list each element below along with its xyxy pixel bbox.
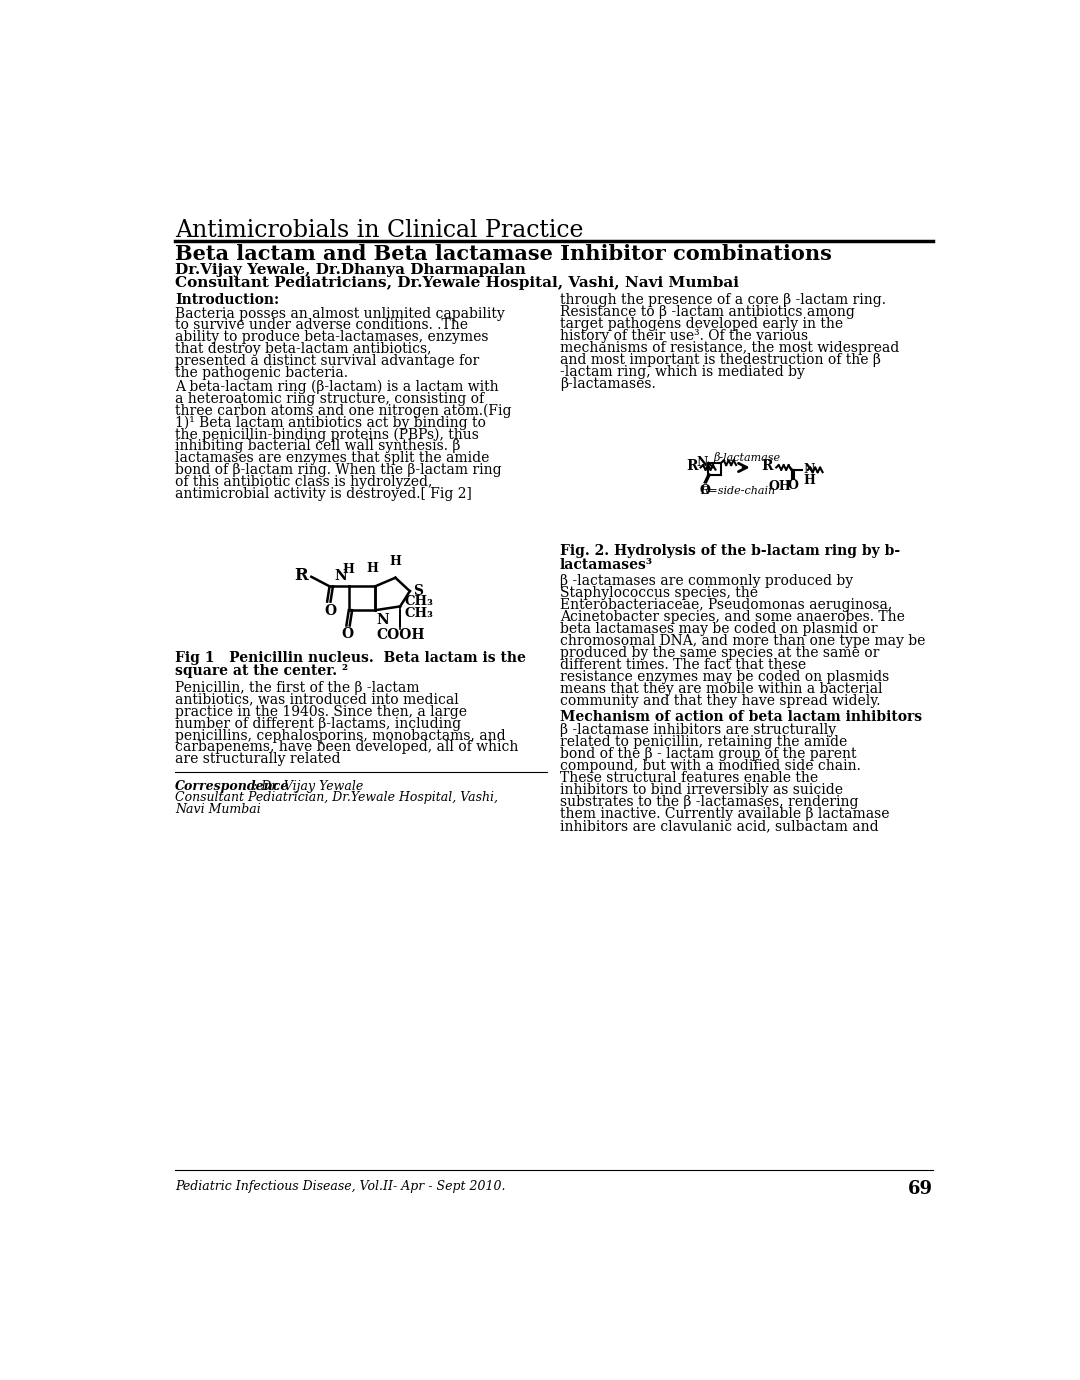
Text: O: O	[324, 603, 336, 617]
Text: Correspondence: Correspondence	[175, 780, 289, 792]
Text: Acinetobacter species, and some anaerobes. The: Acinetobacter species, and some anaerobe…	[559, 610, 905, 624]
Text: R=side-chain: R=side-chain	[701, 486, 775, 495]
Text: are structurally related: are structurally related	[175, 752, 341, 766]
Text: β -lactamases are commonly produced by: β -lactamases are commonly produced by	[559, 574, 853, 588]
Text: lactamases are enzymes that split the amide: lactamases are enzymes that split the am…	[175, 451, 489, 465]
Text: Staphylococcus species, the: Staphylococcus species, the	[559, 586, 758, 600]
Text: to survive under adverse conditions. .The: to survive under adverse conditions. .Th…	[175, 319, 469, 333]
Text: H: H	[367, 562, 379, 575]
Text: three carbon atoms and one nitrogen atom.(Fig: three carbon atoms and one nitrogen atom…	[175, 403, 512, 418]
Text: H: H	[342, 563, 354, 575]
Text: R: R	[686, 460, 698, 473]
Text: Pediatric Infectious Disease, Vol.II- Apr - Sept 2010.: Pediatric Infectious Disease, Vol.II- Ap…	[175, 1180, 505, 1194]
Text: β-lactamases.: β-lactamases.	[559, 377, 656, 391]
Text: Consultant Pediatricians, Dr.Yewale Hospital, Vashi, Navi Mumbai: Consultant Pediatricians, Dr.Yewale Hosp…	[175, 276, 740, 290]
Text: These structural features enable the: These structural features enable the	[559, 771, 818, 785]
Text: CH₃: CH₃	[404, 607, 433, 620]
Text: community and that they have spread widely.: community and that they have spread wide…	[559, 694, 880, 708]
Text: of this antibiotic class is hydrolyzed,: of this antibiotic class is hydrolyzed,	[175, 475, 433, 489]
Text: S: S	[413, 584, 422, 598]
Text: N: N	[696, 457, 707, 469]
Text: Resistance to β -lactam antibiotics among: Resistance to β -lactam antibiotics amon…	[559, 305, 854, 319]
Text: the penicillin-binding proteins (PBPs), thus: the penicillin-binding proteins (PBPs), …	[175, 428, 480, 442]
Text: inhibitors are clavulanic acid, sulbactam and: inhibitors are clavulanic acid, sulbacta…	[559, 818, 878, 834]
Text: the pathogenic bacteria.: the pathogenic bacteria.	[175, 366, 348, 380]
Text: OH: OH	[769, 480, 792, 493]
Text: N: N	[377, 613, 390, 627]
Text: CH₃: CH₃	[404, 595, 433, 609]
Text: Consultant Pediatrician, Dr.Yewale Hospital, Vashi,: Consultant Pediatrician, Dr.Yewale Hospi…	[175, 791, 498, 805]
Text: carbapenems, have been developed, all of which: carbapenems, have been developed, all of…	[175, 741, 518, 755]
Text: R: R	[761, 460, 773, 473]
Text: antibiotics, was introduced into medical: antibiotics, was introduced into medical	[175, 693, 459, 707]
Text: A beta-lactam ring (β-lactam) is a lactam with: A beta-lactam ring (β-lactam) is a lacta…	[175, 380, 499, 395]
Text: Fig 1   Penicillin nucleus.  Beta lactam is the: Fig 1 Penicillin nucleus. Beta lactam is…	[175, 651, 526, 665]
Text: resistance enzymes may be coded on plasmids: resistance enzymes may be coded on plasm…	[559, 669, 889, 684]
Text: produced by the same species at the same or: produced by the same species at the same…	[559, 646, 879, 660]
Text: square at the center. ²: square at the center. ²	[175, 664, 348, 678]
Text: different times. The fact that these: different times. The fact that these	[559, 658, 806, 672]
Text: a heteroatomic ring structure, consisting of: a heteroatomic ring structure, consistin…	[175, 392, 485, 406]
Text: Bacteria posses an almost unlimited capability: Bacteria posses an almost unlimited capa…	[175, 306, 505, 320]
Text: Navi Mumbai: Navi Mumbai	[175, 803, 261, 816]
Text: ability to produce beta-lactamases, enzymes: ability to produce beta-lactamases, enzy…	[175, 330, 489, 345]
Text: number of different β-lactams, including: number of different β-lactams, including	[175, 716, 461, 730]
Text: COOH: COOH	[376, 628, 424, 642]
Text: penicillins, cephalosporins, monobactams, and: penicillins, cephalosporins, monobactams…	[175, 729, 505, 742]
Text: mechanisms of resistance, the most widespread: mechanisms of resistance, the most wides…	[559, 341, 899, 355]
Text: Penicillin, the first of the β -lactam: Penicillin, the first of the β -lactam	[175, 680, 420, 694]
Text: O: O	[699, 484, 710, 497]
Text: that destroy beta-lactam antibiotics,: that destroy beta-lactam antibiotics,	[175, 342, 432, 356]
Text: β-lactamase: β-lactamase	[713, 453, 780, 464]
Text: inhibiting bacterial cell wall synthesis. β: inhibiting bacterial cell wall synthesis…	[175, 439, 461, 454]
Text: lactamases³: lactamases³	[559, 558, 652, 571]
Text: bond of the β - lactam group of the parent: bond of the β - lactam group of the pare…	[559, 748, 856, 762]
Text: bond of β-lactam ring. When the β-lactam ring: bond of β-lactam ring. When the β-lactam…	[175, 464, 502, 477]
Text: related to penicillin, retaining the amide: related to penicillin, retaining the ami…	[559, 736, 847, 749]
Text: O: O	[787, 479, 798, 493]
Text: them inactive. Currently available β lactamase: them inactive. Currently available β lac…	[559, 807, 889, 821]
Text: H: H	[390, 555, 402, 569]
Text: through the presence of a core β -lactam ring.: through the presence of a core β -lactam…	[559, 294, 886, 308]
Text: means that they are mobile within a bacterial: means that they are mobile within a bact…	[559, 682, 882, 696]
Text: Beta lactam and Beta lactamase Inhibitor combinations: Beta lactam and Beta lactamase Inhibitor…	[175, 244, 833, 264]
Text: practice in the 1940s. Since then, a large: practice in the 1940s. Since then, a lar…	[175, 705, 468, 719]
Text: Enterobacteriaceae, Pseudomonas aeruginosa,: Enterobacteriaceae, Pseudomonas aerugino…	[559, 599, 892, 613]
Text: Antimicrobials in Clinical Practice: Antimicrobials in Clinical Practice	[175, 219, 584, 243]
Text: Introduction:: Introduction:	[175, 294, 280, 308]
Text: -lactam ring, which is mediated by: -lactam ring, which is mediated by	[559, 366, 805, 380]
Text: compound, but with a modified side chain.: compound, but with a modified side chain…	[559, 759, 861, 773]
Text: β -lactamase inhibitors are structurally: β -lactamase inhibitors are structurally	[559, 723, 836, 737]
Text: O: O	[341, 628, 354, 642]
Text: substrates to the β -lactamases, rendering: substrates to the β -lactamases, renderi…	[559, 795, 859, 809]
Text: Fig. 2. Hydrolysis of the b-lactam ring by b-: Fig. 2. Hydrolysis of the b-lactam ring …	[559, 545, 900, 559]
Text: chromosomal DNA, and more than one type may be: chromosomal DNA, and more than one type …	[559, 635, 926, 649]
Text: Dr.Vijay Yewale, Dr.Dhanya Dharmapalan: Dr.Vijay Yewale, Dr.Dhanya Dharmapalan	[175, 262, 526, 276]
Text: inhibitors to bind irreversibly as suicide: inhibitors to bind irreversibly as suici…	[559, 782, 842, 798]
Text: 69: 69	[908, 1180, 933, 1198]
Text: R: R	[295, 567, 309, 584]
Text: and most important is thedestruction of the β: and most important is thedestruction of …	[559, 353, 880, 367]
Text: N: N	[804, 464, 814, 476]
Text: 1)¹ Beta lactam antibiotics act by binding to: 1)¹ Beta lactam antibiotics act by bindi…	[175, 415, 486, 429]
Text: N: N	[334, 570, 347, 584]
Text: beta lactamases may be coded on plasmid or: beta lactamases may be coded on plasmid …	[559, 622, 877, 636]
Text: : Dr. Vijay Yewale: : Dr. Vijay Yewale	[253, 780, 363, 792]
Text: history of their use³. Of the various: history of their use³. Of the various	[559, 330, 808, 344]
Text: target pathogens developed early in the: target pathogens developed early in the	[559, 317, 842, 331]
Text: Mechanism of action of beta lactam inhibitors: Mechanism of action of beta lactam inhib…	[559, 711, 922, 724]
Text: presented a distinct survival advantage for: presented a distinct survival advantage …	[175, 355, 480, 368]
Text: H: H	[804, 475, 815, 487]
Text: antimicrobial activity is destroyed.[ Fig 2]: antimicrobial activity is destroyed.[ Fi…	[175, 487, 472, 501]
